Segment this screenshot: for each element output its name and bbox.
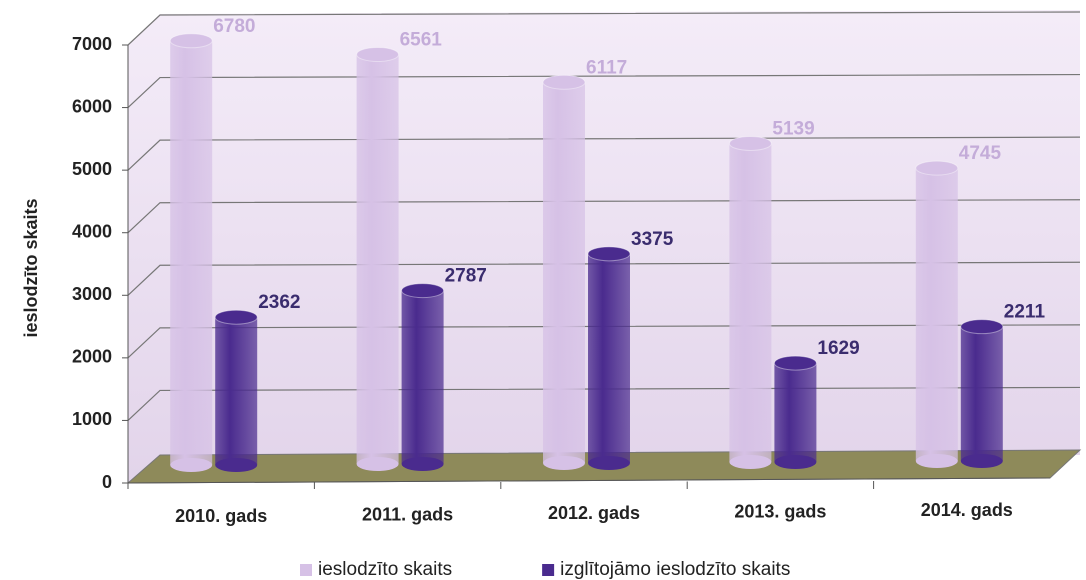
legend-label: izglītojāmo ieslodzīto skaits xyxy=(560,559,790,580)
data-label: 2211 xyxy=(1004,302,1046,323)
grid-line xyxy=(127,386,1081,421)
y-tick-label: 6000 xyxy=(72,96,112,116)
x-axis xyxy=(127,477,1051,484)
data-label: 6117 xyxy=(586,57,627,78)
bar-cap xyxy=(728,135,772,151)
data-label: 2787 xyxy=(445,266,487,287)
y-tick-label: 5000 xyxy=(72,159,112,179)
x-tick-label: 2012. gads xyxy=(548,503,640,523)
data-label: 6561 xyxy=(400,29,443,50)
legend-swatch xyxy=(542,564,555,576)
data-label: 2362 xyxy=(258,292,300,313)
data-label: 3375 xyxy=(631,229,674,250)
bar-cap xyxy=(960,319,1004,335)
bar xyxy=(215,317,258,465)
grid-line xyxy=(127,261,1081,296)
bar-cap xyxy=(542,74,586,90)
x-tick-label: 2010. gads xyxy=(175,506,267,526)
grid-line xyxy=(127,136,1081,171)
bar xyxy=(960,326,1003,461)
y-tick-label: 2000 xyxy=(72,347,112,367)
y-tick-label: 3000 xyxy=(72,284,112,304)
bar-cap xyxy=(587,246,631,262)
bar xyxy=(915,168,958,461)
legend-swatch xyxy=(300,564,312,576)
y-tick-label: 0 xyxy=(102,472,112,492)
bar-cap xyxy=(773,355,817,371)
bar xyxy=(729,143,772,462)
y-tick-label: 1000 xyxy=(72,409,112,429)
data-label: 6780 xyxy=(213,16,255,37)
bar-cap xyxy=(169,33,213,49)
bar-cap xyxy=(915,160,959,176)
bar xyxy=(543,82,585,463)
data-label: 4745 xyxy=(959,143,1002,164)
bar-cap xyxy=(401,283,445,299)
bar-cap xyxy=(214,309,258,325)
grid-line xyxy=(127,199,1081,234)
x-tick-label: 2014. gads xyxy=(921,500,1013,520)
y-tick-label: 7000 xyxy=(72,34,112,54)
data-label: 5139 xyxy=(772,118,814,139)
bar xyxy=(588,253,630,463)
y-tick-label: 4000 xyxy=(72,221,112,241)
bar xyxy=(401,290,444,464)
bar xyxy=(356,54,399,464)
x-tick-label: 2011. gads xyxy=(362,504,453,524)
data-label: 1629 xyxy=(817,338,859,359)
grid-line xyxy=(127,11,1081,46)
x-tick-label: 2013. gads xyxy=(734,501,826,521)
legend-label: ieslodzīto skaits xyxy=(318,559,452,580)
bar-cap xyxy=(356,46,400,62)
grid-line xyxy=(127,73,1081,109)
grid-line xyxy=(127,324,1081,359)
y-axis-label: ieslodzīto skaits xyxy=(21,198,41,337)
bar xyxy=(170,40,213,465)
bar xyxy=(774,363,817,462)
